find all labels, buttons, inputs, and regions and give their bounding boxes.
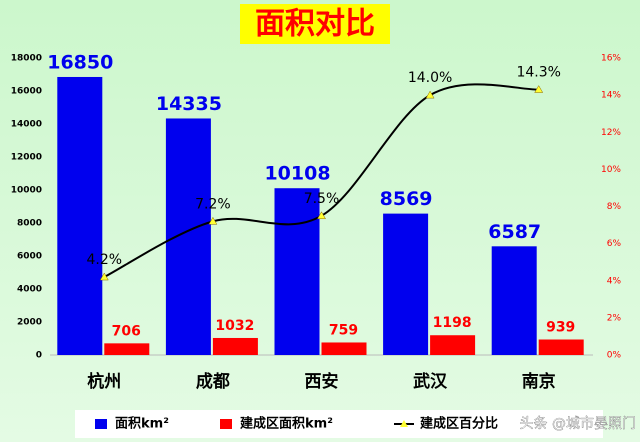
y-tick-label: 4000 (17, 285, 42, 295)
x-tick-label: 南京 (522, 371, 556, 392)
bar (430, 335, 476, 355)
y2-tick-label: 10% (601, 165, 621, 175)
bar (491, 246, 537, 355)
y-tick-label: 14000 (11, 120, 42, 130)
chart-title: 面积对比 (255, 7, 375, 42)
y-tick-label: 10000 (11, 186, 42, 196)
y-tick-label: 0 (36, 351, 42, 361)
data-label: 1198 (433, 315, 472, 331)
legend-swatch (220, 419, 232, 429)
bar (104, 343, 150, 355)
bar (212, 337, 258, 355)
legend-box (75, 410, 603, 438)
title-box (240, 4, 390, 44)
data-label: 759 (329, 322, 358, 338)
y-tick-label: 8000 (17, 219, 42, 229)
y2-tick-label: 6% (607, 239, 622, 249)
y2-tick-label: 0% (607, 351, 622, 361)
data-label: 6587 (488, 221, 541, 243)
data-label: 1032 (215, 318, 254, 334)
data-label: 706 (112, 323, 141, 339)
data-label: 8569 (380, 188, 433, 210)
watermark: 头条 @城市晏照门 (520, 415, 636, 432)
y-tick-label: 12000 (11, 153, 42, 163)
line-marker (208, 216, 218, 225)
y-tick-label: 16000 (11, 87, 42, 97)
y2-tick-label: 2% (607, 313, 622, 323)
legend-swatch (95, 419, 107, 429)
data-label: 7.5% (304, 191, 340, 207)
y2-tick-label: 4% (607, 276, 622, 286)
x-tick-label: 西安 (305, 371, 339, 392)
x-tick-label: 杭州 (87, 371, 121, 392)
y2-tick-label: 16% (601, 54, 621, 64)
bar (383, 213, 429, 355)
bar (538, 339, 584, 355)
bar (165, 118, 211, 355)
bar (321, 342, 367, 355)
y-tick-label: 2000 (17, 318, 42, 328)
bar (57, 76, 103, 355)
data-label: 7.2% (195, 196, 231, 212)
x-tick-label: 武汉 (413, 371, 448, 392)
y-tick-label: 6000 (17, 252, 42, 262)
y2-tick-label: 14% (601, 91, 621, 101)
line-marker (99, 272, 109, 281)
line-marker (534, 85, 544, 93)
legend-label: 面积km² (115, 416, 169, 432)
data-label: 10108 (264, 163, 330, 185)
y2-tick-label: 8% (607, 202, 622, 212)
data-label: 14.3% (516, 65, 560, 81)
legend-swatch (400, 420, 408, 427)
data-label: 16850 (47, 51, 113, 73)
y2-tick-label: 12% (601, 128, 621, 138)
line-marker (425, 90, 435, 99)
bar (274, 188, 320, 355)
data-label: 14335 (156, 93, 222, 115)
y-tick-label: 18000 (11, 54, 42, 64)
data-label: 4.2% (87, 252, 123, 268)
line-marker (317, 211, 326, 220)
legend-label: 建成区百分比 (420, 416, 498, 432)
legend-label: 建成区面积km² (240, 416, 333, 432)
x-tick-label: 成都 (196, 371, 230, 392)
data-label: 939 (546, 320, 575, 336)
data-label: 14.0% (408, 70, 452, 86)
